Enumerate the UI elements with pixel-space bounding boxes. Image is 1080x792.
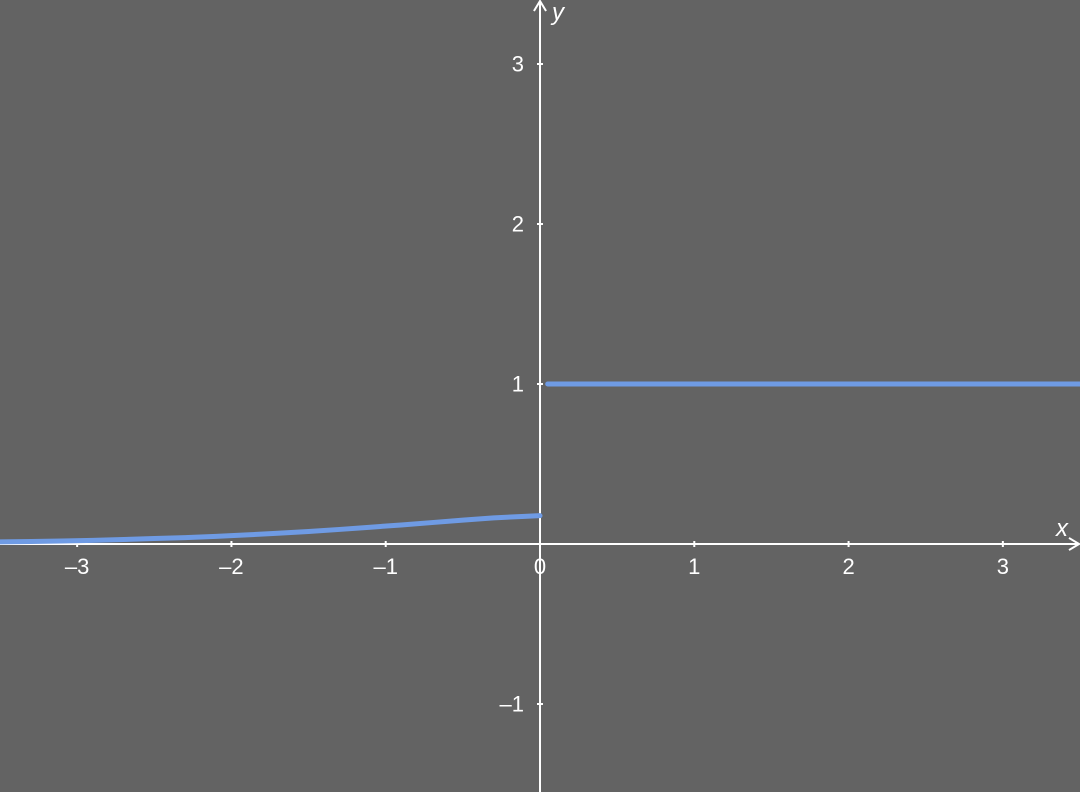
x-tick-label: –1 <box>373 554 397 579</box>
x-axis-label: x <box>1055 515 1069 542</box>
plot-svg: –3 –2 –1 0 1 2 3 –1 1 2 3 x y <box>0 0 1080 792</box>
function-plot: –3 –2 –1 0 1 2 3 –1 1 2 3 x y <box>0 0 1080 792</box>
x-tick-label: 1 <box>688 554 700 579</box>
y-tick-label: 1 <box>512 372 524 397</box>
y-axis-label: y <box>550 0 566 26</box>
x-tick-label: 2 <box>842 554 854 579</box>
y-tick-label: 2 <box>512 212 524 237</box>
y-tick-label: –1 <box>500 692 524 717</box>
x-tick-label: –2 <box>219 554 243 579</box>
x-tick-label: 0 <box>534 554 546 579</box>
y-tick-label: 3 <box>512 52 524 77</box>
x-tick-label: 3 <box>997 554 1009 579</box>
x-tick-label: –3 <box>65 554 89 579</box>
